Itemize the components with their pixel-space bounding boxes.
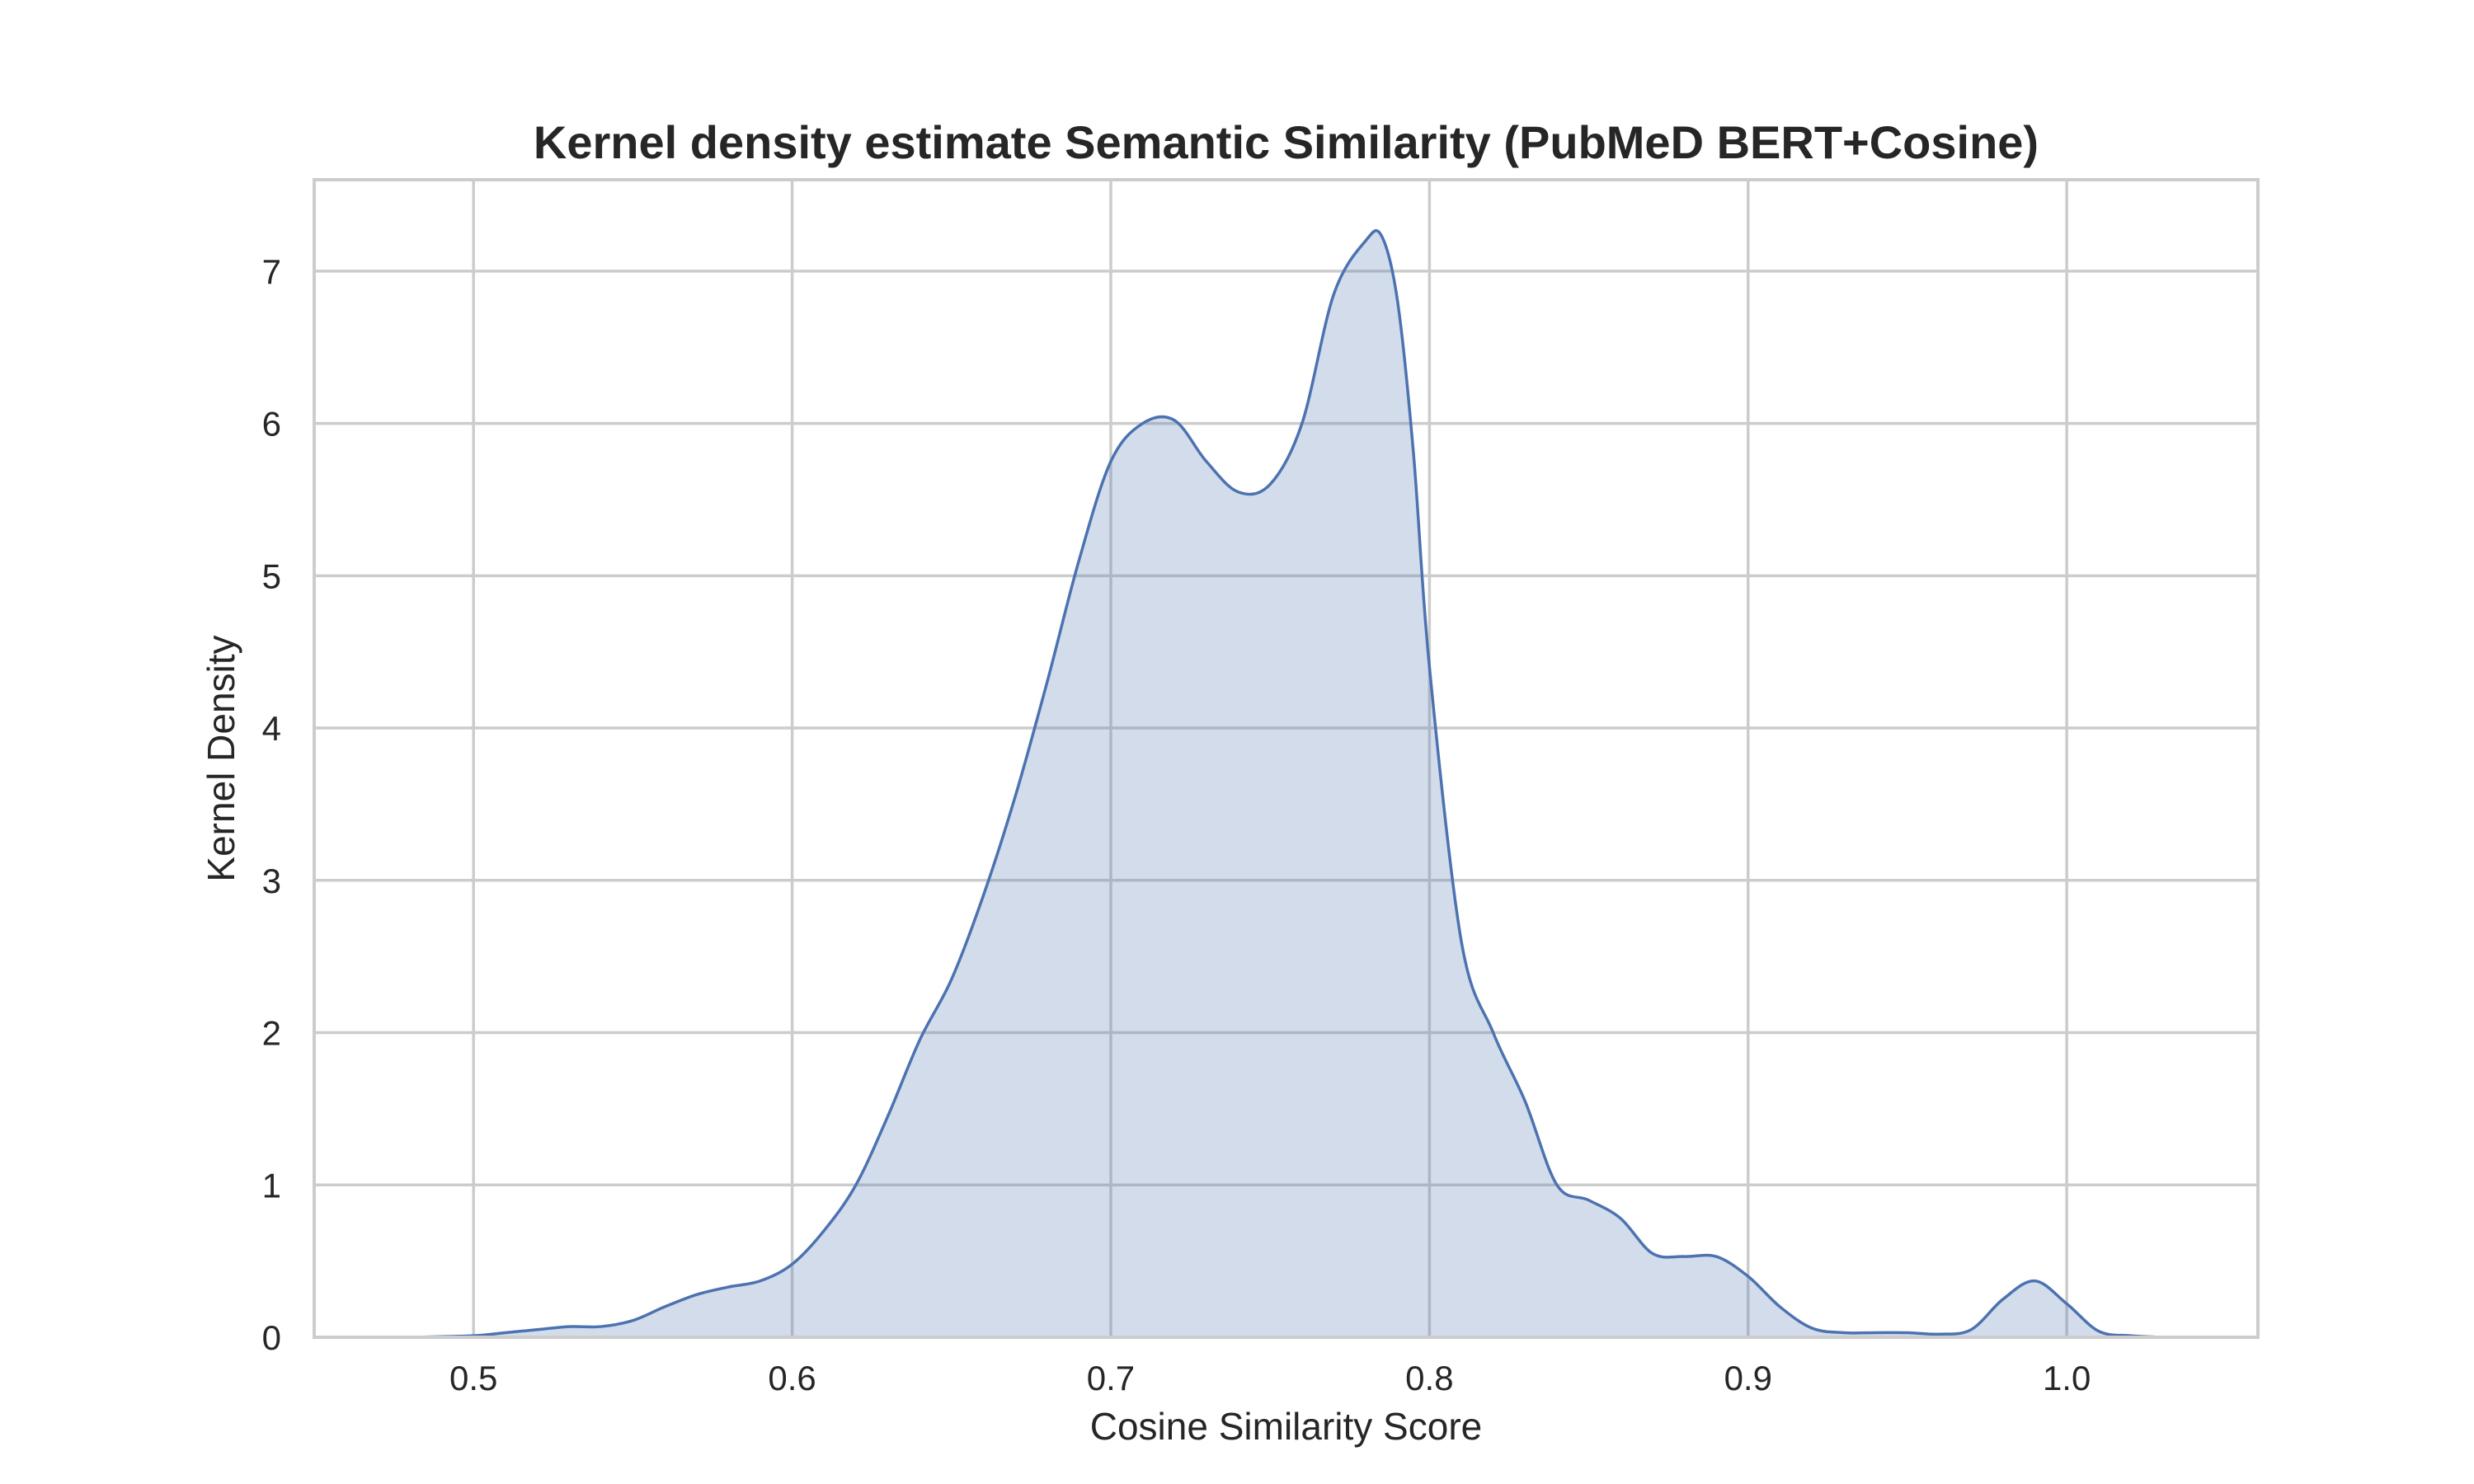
y-tick-label: 5 [262, 556, 281, 595]
plot-frame [313, 178, 2260, 1339]
density-area-group [409, 228, 2163, 1339]
x-tick-label: 0.6 [768, 1359, 816, 1397]
y-tick-label: 4 [262, 709, 281, 748]
y-tick-label: 2 [262, 1014, 281, 1053]
density-curve [409, 228, 2163, 1339]
x-tick-label: 0.9 [1724, 1359, 1772, 1397]
x-tick-label: 1.0 [2043, 1359, 2091, 1397]
chart-title: Kernel density estimate Semantic Similar… [534, 116, 2039, 168]
x-axis-label: Cosine Similarity Score [1090, 1405, 1482, 1448]
x-tick-label: 0.5 [449, 1359, 497, 1397]
density-area-fill [409, 230, 2163, 1338]
grid [314, 180, 2258, 1339]
x-tick-labels: 0.5 0.6 0.7 0.8 0.9 1.0 [449, 1359, 2091, 1397]
y-axis-label: Kernel Density [200, 635, 242, 881]
y-tick-labels: 0 1 2 3 4 5 6 7 [262, 252, 281, 1357]
y-tick-label: 7 [262, 252, 281, 291]
y-tick-label: 1 [262, 1166, 281, 1205]
x-tick-label: 0.7 [1087, 1359, 1135, 1397]
y-tick-label: 6 [262, 405, 281, 444]
y-tick-label: 0 [262, 1318, 281, 1357]
y-tick-label: 3 [262, 862, 281, 900]
x-tick-label: 0.8 [1405, 1359, 1453, 1397]
